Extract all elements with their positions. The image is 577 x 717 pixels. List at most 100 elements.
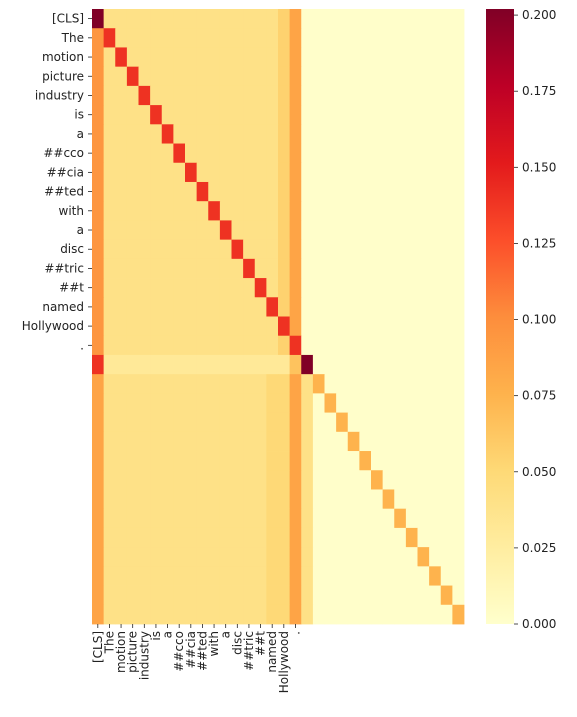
heatmap-cell — [254, 316, 267, 337]
heatmap-cell — [196, 412, 209, 433]
heatmap-cell — [126, 47, 139, 68]
heatmap-cell — [103, 124, 116, 144]
heatmap-cell — [266, 9, 279, 29]
heatmap-cell — [359, 585, 372, 606]
heatmap-cell — [150, 451, 163, 471]
heatmap-cell — [231, 566, 244, 586]
heatmap-cell — [231, 470, 244, 490]
heatmap-cell — [382, 566, 395, 586]
heatmap-cell — [347, 201, 360, 221]
heatmap-cell — [336, 105, 349, 125]
heatmap-cell — [452, 162, 465, 183]
y-tick-label: . — [80, 338, 84, 352]
heatmap-cell — [231, 124, 244, 144]
heatmap-cell — [452, 201, 465, 221]
heatmap-cell — [92, 258, 105, 279]
heatmap-cell — [429, 547, 442, 567]
heatmap-cell — [138, 143, 151, 164]
heatmap-cell — [161, 297, 174, 317]
heatmap-cell — [278, 316, 291, 337]
heatmap-cell — [312, 124, 325, 144]
heatmap-cell — [324, 547, 337, 567]
heatmap-cell — [394, 431, 407, 452]
heatmap-cell — [324, 278, 337, 298]
heatmap-cell — [219, 66, 232, 87]
heatmap-cell — [278, 143, 291, 164]
heatmap-cell — [115, 201, 128, 221]
heatmap-cell — [196, 124, 209, 144]
heatmap-cell — [92, 566, 105, 586]
heatmap-cell — [103, 470, 116, 490]
heatmap-cell — [254, 239, 267, 260]
heatmap-cell — [115, 547, 128, 567]
heatmap-cell — [138, 412, 151, 433]
heatmap-cell — [336, 85, 349, 106]
heatmap-cell — [371, 162, 384, 183]
heatmap-cell — [289, 374, 302, 394]
heatmap-cell — [219, 220, 232, 241]
heatmap-cell — [243, 258, 256, 279]
heatmap-cell — [312, 297, 325, 317]
heatmap-cell — [336, 508, 349, 529]
heatmap-cell — [138, 489, 151, 510]
heatmap-cell — [429, 28, 442, 48]
heatmap-cell — [92, 393, 105, 413]
heatmap-cell — [382, 47, 395, 68]
heatmap-cell — [231, 9, 244, 29]
x-tick-label: Hollywood — [277, 631, 291, 693]
heatmap-cell — [208, 239, 221, 260]
heatmap-cell — [394, 585, 407, 606]
heatmap-cell — [231, 181, 244, 202]
heatmap-cell — [92, 201, 105, 221]
heatmap-cell — [231, 239, 244, 260]
heatmap-cell — [289, 105, 302, 125]
heatmap-cell — [336, 354, 349, 375]
heatmap-cell — [103, 220, 116, 241]
heatmap-cell — [231, 431, 244, 452]
heatmap-cell — [452, 451, 465, 471]
heatmap-cell — [231, 547, 244, 567]
heatmap-cell — [138, 527, 151, 548]
heatmap-cell — [278, 297, 291, 317]
heatmap-cell — [173, 431, 186, 452]
heatmap-cell — [312, 258, 325, 279]
heatmap-cell — [196, 585, 209, 606]
heatmap-cell — [208, 374, 221, 394]
heatmap-cell — [312, 47, 325, 68]
heatmap-cell — [312, 489, 325, 510]
heatmap-cell — [405, 431, 418, 452]
heatmap-cell — [219, 547, 232, 567]
heatmap-cell — [371, 316, 384, 337]
heatmap-cell — [429, 412, 442, 433]
heatmap-cell — [324, 470, 337, 490]
heatmap-cell — [452, 412, 465, 433]
heatmap-cell — [266, 374, 279, 394]
heatmap-cell — [336, 66, 349, 87]
heatmap-cell — [336, 9, 349, 29]
heatmap-cell — [173, 201, 186, 221]
heatmap-cell — [266, 85, 279, 106]
heatmap-cell — [347, 393, 360, 413]
heatmap-cell — [173, 527, 186, 548]
heatmap-cell — [115, 143, 128, 164]
heatmap-cell — [324, 124, 337, 144]
heatmap-cell — [301, 85, 314, 106]
heatmap-cell — [161, 105, 174, 125]
heatmap-cell — [266, 28, 279, 48]
heatmap-cell — [173, 297, 186, 317]
heatmap-cell — [301, 393, 314, 413]
heatmap-cell — [173, 239, 186, 260]
heatmap-cell — [231, 220, 244, 241]
heatmap-cell — [359, 220, 372, 241]
heatmap-cell — [429, 124, 442, 144]
heatmap-cell — [417, 470, 430, 490]
heatmap-cell — [301, 566, 314, 586]
heatmap-cell — [359, 566, 372, 586]
heatmap-cell — [196, 431, 209, 452]
heatmap-cell — [347, 451, 360, 471]
heatmap-cell — [150, 508, 163, 529]
heatmap-cell — [371, 335, 384, 356]
heatmap-cell — [382, 354, 395, 375]
heatmap-cell — [417, 393, 430, 413]
